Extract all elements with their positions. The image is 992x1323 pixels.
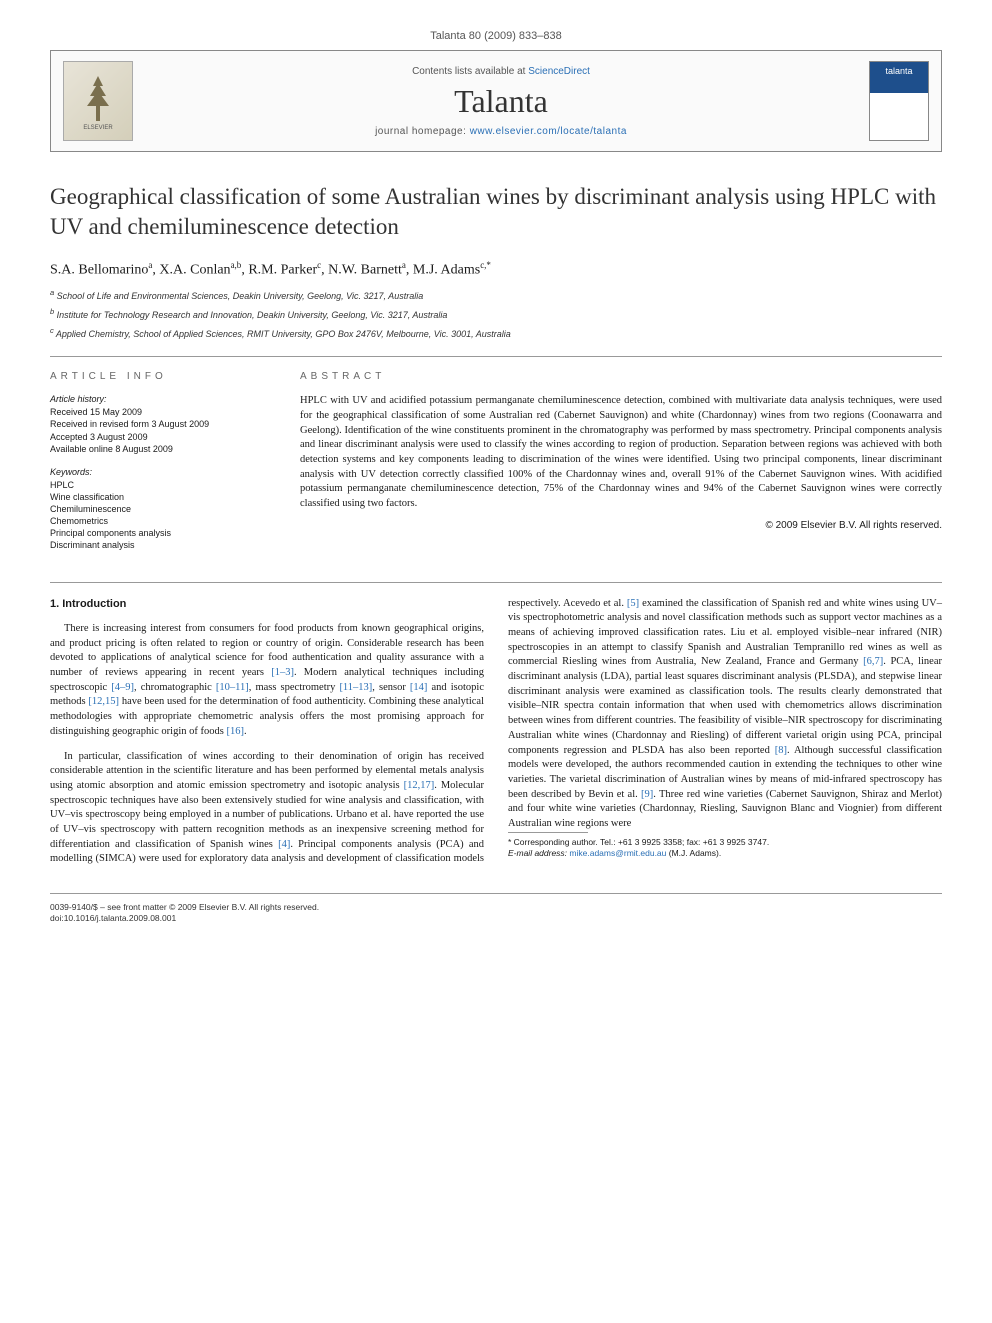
abstract-heading: ABSTRACT: [300, 371, 942, 382]
journal-reference: Talanta 80 (2009) 833–838: [50, 30, 942, 42]
issn-line: 0039-9140/$ – see front matter © 2009 El…: [50, 902, 451, 913]
info-abstract-row: ARTICLE INFO Article history: Received 1…: [50, 371, 942, 563]
citation-link[interactable]: [4]: [278, 839, 290, 850]
section-divider: [50, 582, 942, 583]
corresponding-line-2: E-mail address: mike.adams@rmit.edu.au (…: [508, 848, 942, 859]
citation-link[interactable]: [11–13]: [339, 682, 372, 693]
citation-link[interactable]: [14]: [410, 682, 428, 693]
article-history-block: Article history: Received 15 May 2009Rec…: [50, 394, 270, 455]
corresponding-line-1: * Corresponding author. Tel.: +61 3 9925…: [508, 837, 942, 848]
keywords-title: Keywords:: [50, 467, 270, 477]
body-paragraph: There is increasing interest from consum…: [50, 622, 484, 740]
sciencedirect-link[interactable]: ScienceDirect: [528, 66, 590, 77]
affiliation-line: a School of Life and Environmental Scien…: [50, 288, 942, 303]
corresponding-email-link[interactable]: mike.adams@rmit.edu.au: [569, 848, 666, 858]
homepage-prefix: journal homepage:: [375, 126, 470, 137]
elsevier-logo: ELSEVIER: [63, 61, 133, 141]
affiliation-line: c Applied Chemistry, School of Applied S…: [50, 326, 942, 341]
page-footer: 0039-9140/$ – see front matter © 2009 El…: [50, 893, 942, 924]
author-list: S.A. Bellomarinoa, X.A. Conlana,b, R.M. …: [50, 260, 942, 279]
homepage-line: journal homepage: www.elsevier.com/locat…: [133, 126, 869, 137]
citation-link[interactable]: [12,15]: [88, 696, 119, 707]
citation-link[interactable]: [12,17]: [404, 780, 435, 791]
corresponding-author-block: * Corresponding author. Tel.: +61 3 9925…: [508, 832, 942, 859]
elsevier-tree-icon: ELSEVIER: [73, 71, 123, 131]
keyword-line: Principal components analysis: [50, 527, 270, 539]
citation-link[interactable]: [1–3]: [271, 667, 294, 678]
abstract-text: HPLC with UV and acidified potassium per…: [300, 394, 942, 512]
abstract-copyright: © 2009 Elsevier B.V. All rights reserved…: [300, 520, 942, 531]
keyword-line: Chemiluminescence: [50, 503, 270, 515]
history-line: Accepted 3 August 2009: [50, 431, 270, 443]
journal-cover-thumbnail: talanta: [869, 61, 929, 141]
citation-link[interactable]: [6,7]: [863, 656, 883, 667]
citation-link[interactable]: [5]: [627, 598, 639, 609]
publisher-center: Contents lists available at ScienceDirec…: [133, 66, 869, 137]
doi-line: doi:10.1016/j.talanta.2009.08.001: [50, 913, 451, 924]
section-divider: [50, 356, 942, 357]
article-info-heading: ARTICLE INFO: [50, 371, 270, 382]
section-1-heading: 1. Introduction: [50, 597, 484, 612]
citation-link[interactable]: [10–11]: [216, 682, 249, 693]
keyword-line: Chemometrics: [50, 515, 270, 527]
history-line: Received in revised form 3 August 2009: [50, 418, 270, 430]
keyword-line: Discriminant analysis: [50, 539, 270, 551]
homepage-link[interactable]: www.elsevier.com/locate/talanta: [470, 126, 627, 137]
body-text: 1. Introduction There is increasing inte…: [50, 597, 942, 873]
keyword-line: HPLC: [50, 479, 270, 491]
corresponding-divider: [508, 832, 588, 833]
svg-text:ELSEVIER: ELSEVIER: [83, 125, 113, 131]
cover-label: talanta: [870, 66, 928, 76]
citation-link[interactable]: [9]: [641, 789, 653, 800]
footer-left: 0039-9140/$ – see front matter © 2009 El…: [50, 902, 451, 924]
article-info-column: ARTICLE INFO Article history: Received 1…: [50, 371, 270, 563]
affiliation-line: b Institute for Technology Research and …: [50, 307, 942, 322]
keyword-line: Wine classification: [50, 491, 270, 503]
keywords-block: Keywords: HPLCWine classificationChemilu…: [50, 467, 270, 552]
history-title: Article history:: [50, 394, 270, 404]
history-line: Available online 8 August 2009: [50, 443, 270, 455]
article-title: Geographical classification of some Aust…: [50, 182, 942, 242]
email-label: E-mail address:: [508, 848, 569, 858]
citation-link[interactable]: [8]: [775, 745, 787, 756]
abstract-column: ABSTRACT HPLC with UV and acidified pota…: [300, 371, 942, 563]
citation-link[interactable]: [16]: [226, 726, 244, 737]
contents-prefix: Contents lists available at: [412, 66, 528, 77]
contents-available-line: Contents lists available at ScienceDirec…: [133, 66, 869, 77]
publisher-banner: ELSEVIER Contents lists available at Sci…: [50, 50, 942, 152]
journal-name: Talanta: [133, 83, 869, 120]
corresponding-name: (M.J. Adams).: [666, 848, 721, 858]
history-line: Received 15 May 2009: [50, 406, 270, 418]
citation-link[interactable]: [4–9]: [111, 682, 134, 693]
